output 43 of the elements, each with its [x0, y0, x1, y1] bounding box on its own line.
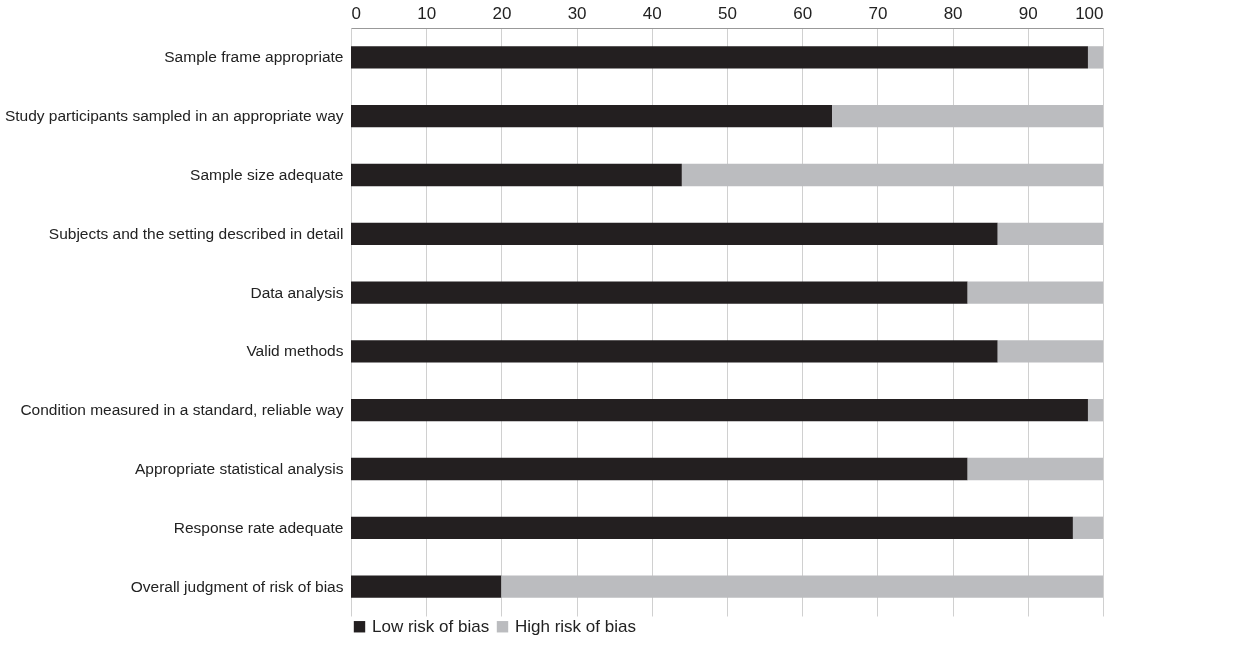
x-tick-label: 60: [793, 3, 813, 23]
y-tick-label: Valid methods: [246, 342, 344, 360]
bar: [351, 222, 998, 245]
bar: [351, 516, 1073, 539]
x-tick-label: 30: [567, 3, 587, 23]
bar: [351, 281, 968, 304]
y-tick-label: Subjects and the setting described in detail: [48, 224, 344, 242]
bar: [1087, 399, 1103, 422]
x-tick-label: 70: [868, 3, 888, 23]
legend-label: High risk of bias: [515, 616, 636, 636]
bar: [351, 457, 968, 481]
x-tick-label: 10: [417, 3, 437, 23]
bar: [997, 340, 1103, 363]
bar: [351, 399, 1088, 422]
bar: [351, 163, 682, 187]
x-tick-label: 40: [642, 3, 662, 23]
bar: [351, 575, 502, 598]
x-tick-label: 80: [943, 3, 963, 23]
bar: [997, 222, 1103, 245]
y-tick-label: Data analysis: [250, 283, 344, 301]
bar: [351, 105, 833, 128]
bar: [501, 575, 1103, 598]
bar: [1087, 46, 1103, 69]
y-tick-label: Response rate adequate: [173, 518, 344, 536]
bar: [351, 46, 1088, 69]
x-tick-label: 0: [351, 3, 361, 23]
y-tick-label: Overall judgment of risk of bias: [130, 577, 344, 595]
x-tick-label: 90: [1018, 3, 1038, 23]
y-tick-label: Sample size adequate: [190, 166, 344, 183]
y-tick-label: Study participants sampled in an appropriate way: [4, 107, 344, 125]
bar: [681, 163, 1103, 187]
y-tick-label: Sample frame appropriate: [164, 48, 344, 66]
legend-label: Low risk of bias: [372, 616, 490, 636]
x-tick-label: 20: [492, 3, 512, 23]
x-tick-label: 50: [718, 3, 737, 23]
x-tick-label: 100: [1075, 3, 1104, 23]
bar: [967, 457, 1103, 481]
bar: [351, 340, 998, 363]
bar: [1072, 516, 1103, 539]
bar: [832, 105, 1103, 128]
bar: [967, 281, 1103, 304]
y-tick-label: Condition measured in a standard, reliable way: [20, 401, 344, 419]
y-tick-label: Appropriate statistical analysis: [135, 460, 344, 477]
